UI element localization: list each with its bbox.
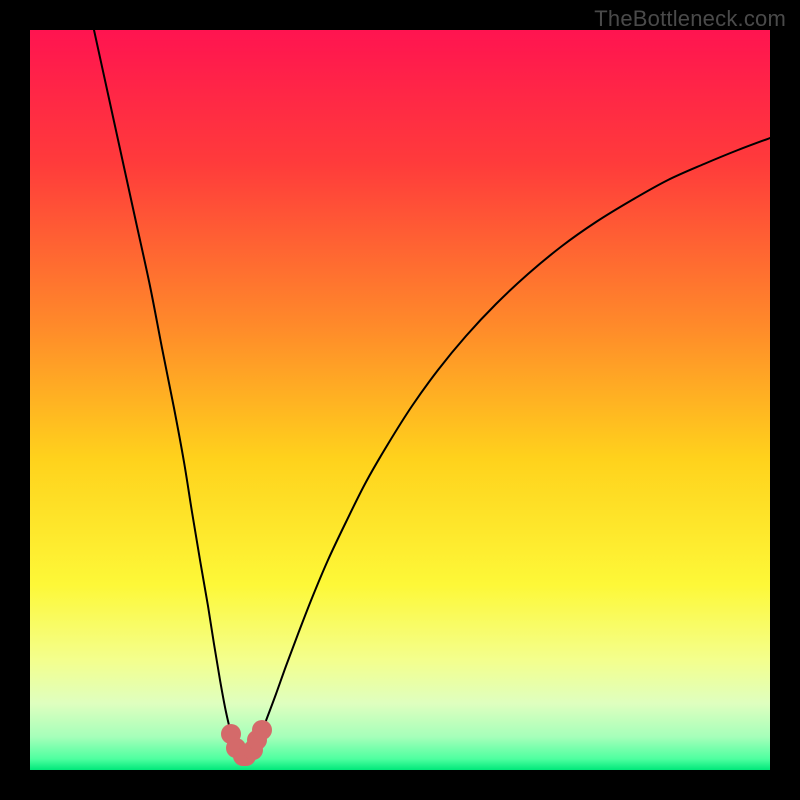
plot-area [30,30,770,770]
watermark-text: TheBottleneck.com [594,6,786,32]
gradient-background [30,30,770,770]
bottleneck-curve-chart [30,30,770,770]
chart-frame: TheBottleneck.com [0,0,800,800]
marker-dot [252,720,272,740]
